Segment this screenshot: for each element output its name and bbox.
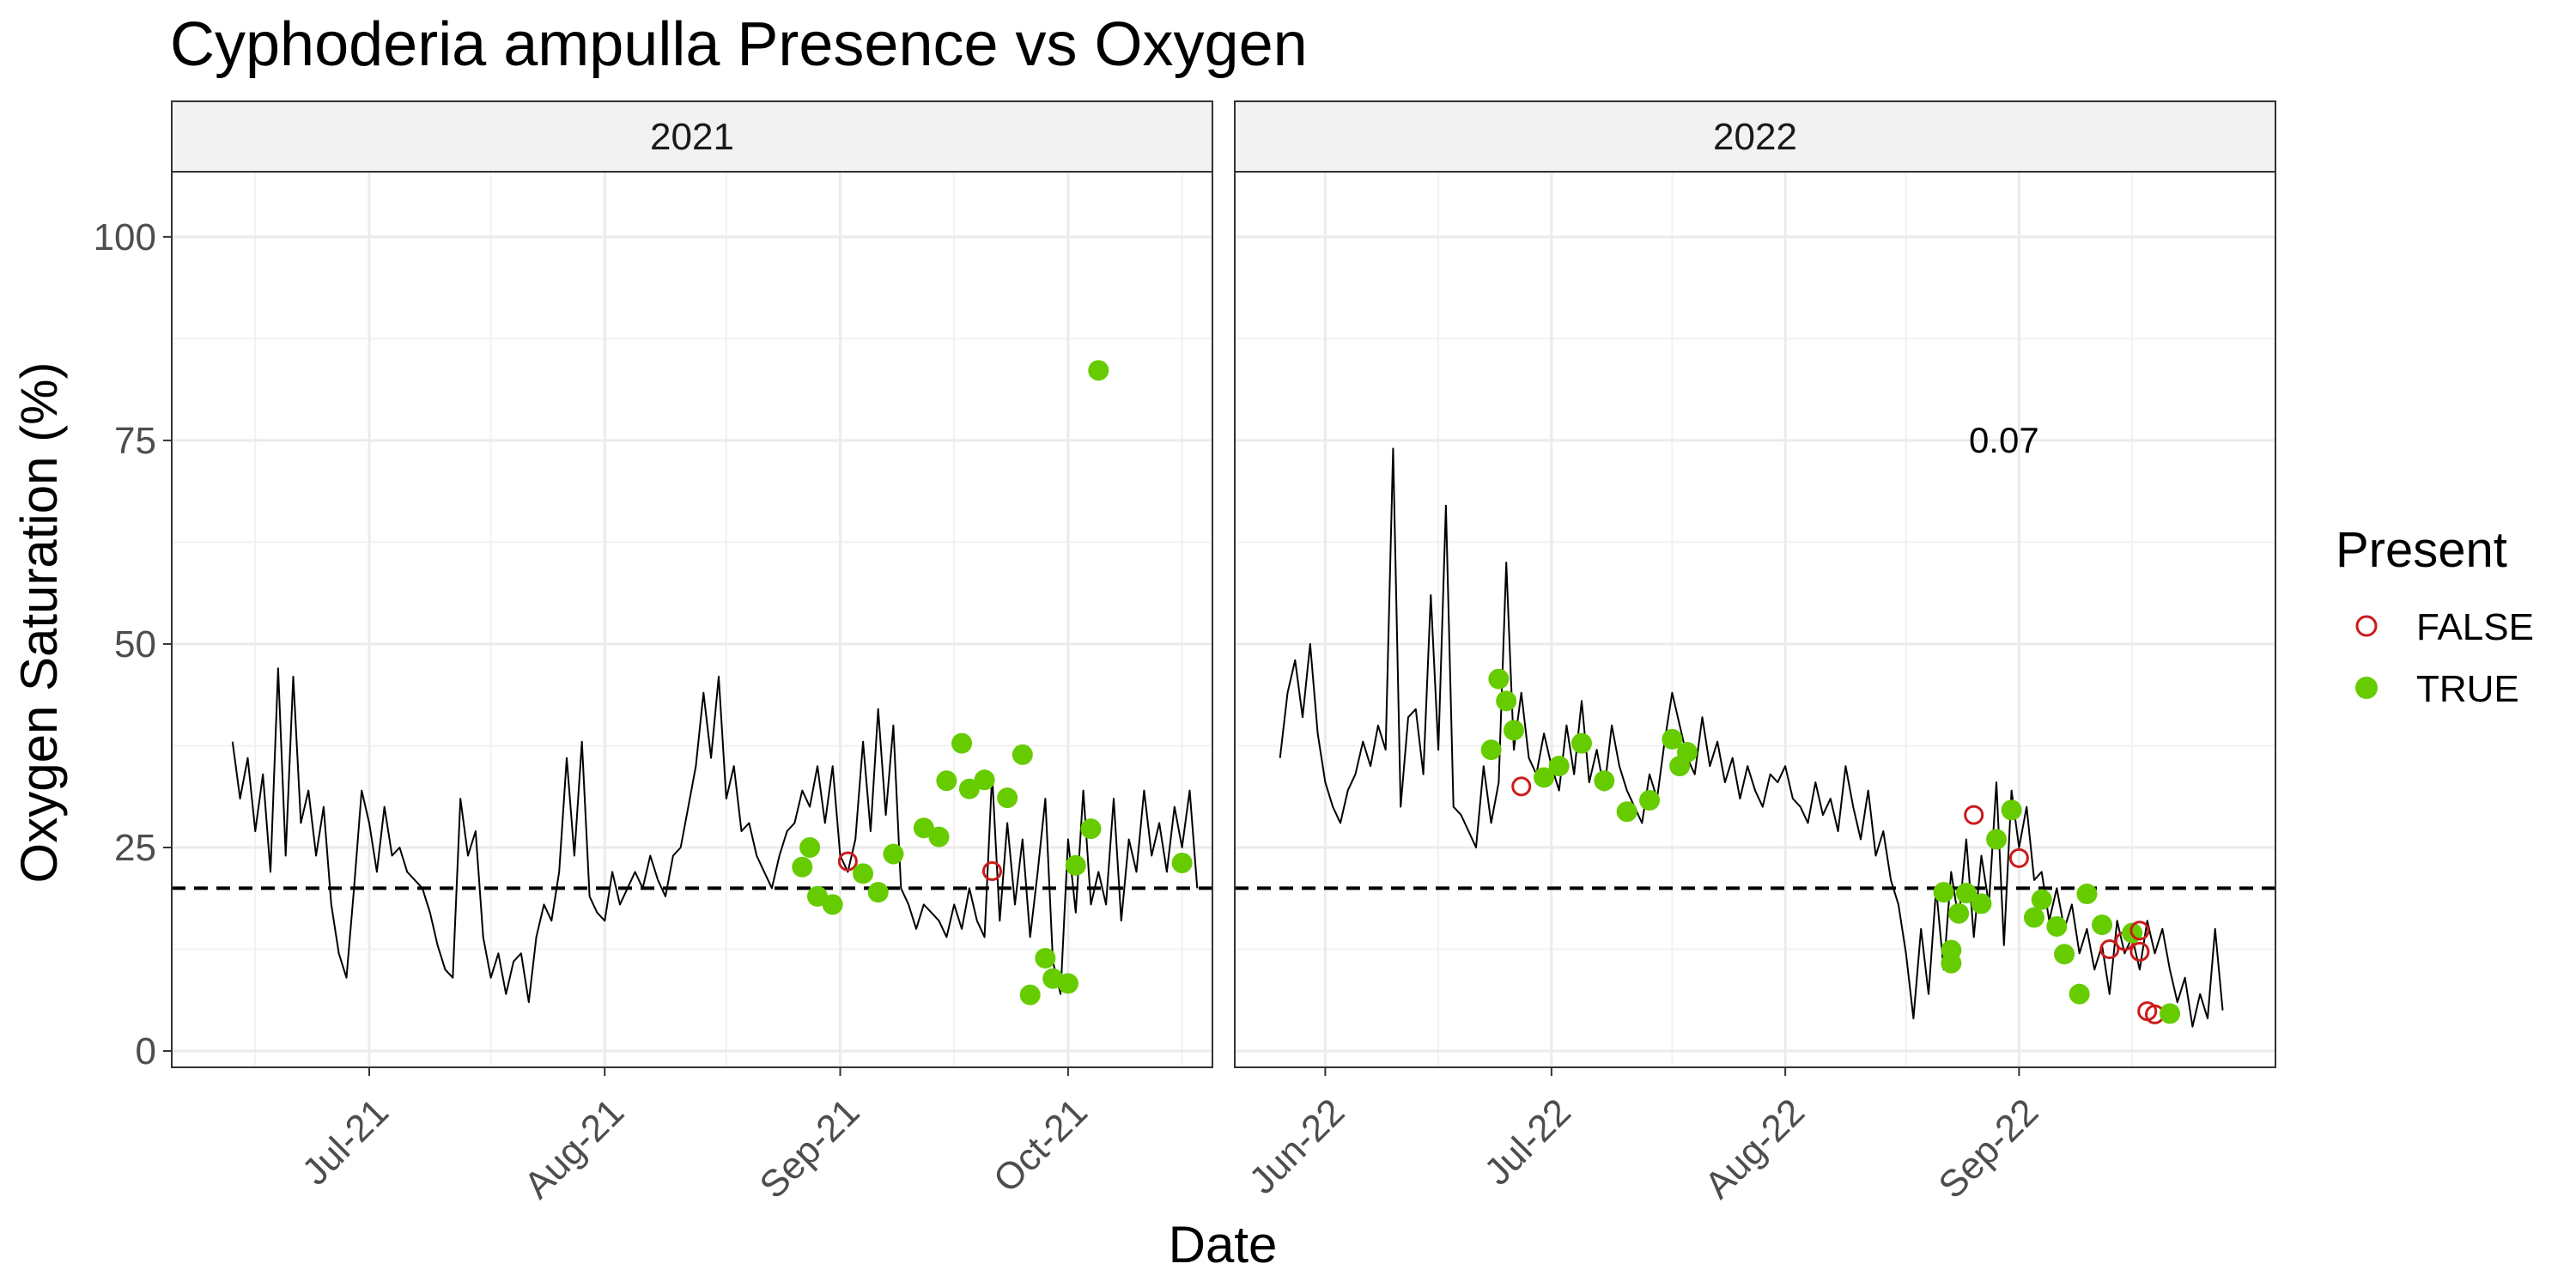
presence-point-false	[1511, 776, 1532, 797]
chart-title: Cyphoderia ampulla Presence vs Oxygen	[170, 10, 1308, 79]
presence-point-true	[1971, 893, 1992, 914]
presence-point-true	[1019, 984, 1041, 1005]
presence-point-false	[981, 860, 1002, 881]
x-tick-label: Jun-22	[1242, 1091, 1353, 1202]
presence-point-false	[2008, 848, 2029, 868]
presence-point-true	[867, 882, 889, 903]
x-tick-label: Jul-21	[295, 1091, 397, 1193]
panel-background	[172, 172, 1212, 1067]
x-tick-label: Oct-21	[986, 1091, 1096, 1200]
presence-point-false	[2129, 941, 2150, 962]
presence-point-true	[883, 843, 904, 865]
presence-point-true	[2092, 914, 2112, 936]
x-tick-label: Jul-22	[1476, 1091, 1578, 1193]
presence-point-true	[2023, 907, 2044, 928]
presence-point-true	[1065, 854, 1086, 876]
y-axis-title: Oxygen Saturation (%)	[10, 362, 68, 884]
legend-false-marker	[2355, 615, 2378, 637]
presence-point-true	[2160, 1003, 2181, 1024]
presence-point-true	[1986, 829, 2008, 850]
presence-point-true	[2054, 944, 2075, 965]
presence-point-true	[1035, 947, 1056, 969]
x-tick-label: Sep-21	[751, 1091, 867, 1206]
x-tick-label: Sep-22	[1930, 1091, 2046, 1206]
y-tick-label: 25	[114, 827, 156, 869]
presence-point-true	[1503, 720, 1524, 741]
presence-point-true	[928, 826, 950, 848]
presence-point-true	[1941, 952, 1962, 974]
presence-point-true	[1012, 744, 1033, 765]
y-tick-label: 75	[114, 420, 156, 462]
legend-false-label: FALSE	[2416, 606, 2534, 648]
presence-point-true	[2076, 884, 2098, 905]
presence-point-true	[1171, 853, 1193, 874]
x-tick-label: Aug-21	[516, 1091, 632, 1206]
presence-point-true	[1616, 801, 1637, 823]
presence-point-false	[1964, 805, 1984, 825]
presence-point-true	[913, 817, 934, 839]
presence-point-true	[822, 894, 843, 915]
legend: Present FALSE TRUE	[2336, 522, 2534, 710]
presence-point-true	[1639, 789, 1661, 811]
oxygen-line-2021	[231, 667, 1199, 1004]
presence-point-true	[936, 770, 957, 792]
presence-point-true	[806, 885, 828, 907]
x-axis-title: Date	[1169, 1216, 1278, 1273]
presence-point-true	[1496, 690, 1517, 712]
presence-point-true	[1676, 742, 1698, 763]
presence-point-true	[1594, 770, 1615, 792]
legend-true-marker	[2355, 677, 2378, 699]
y-tick-label: 0	[136, 1030, 156, 1072]
panel-2022: 0.07 2022 Jun-22 Jul-22 Aug-22 Sep-22	[1234, 100, 2276, 1206]
legend-title: Present	[2336, 522, 2507, 578]
presence-point-true	[958, 778, 980, 799]
presence-point-true	[951, 732, 973, 754]
presence-point-true	[2069, 983, 2090, 1005]
strip-label-2021: 2021	[650, 116, 734, 158]
presence-point-true	[799, 836, 821, 858]
presence-point-true	[1480, 739, 1502, 761]
presence-point-false	[837, 851, 858, 872]
x-tick-label: Aug-22	[1697, 1091, 1813, 1206]
legend-true-label: TRUE	[2416, 668, 2519, 710]
presence-point-true	[1088, 360, 1109, 381]
presence-point-true	[1080, 818, 1102, 840]
y-tick-label: 50	[114, 623, 156, 665]
presence-point-true	[1488, 668, 1510, 690]
presence-point-true	[2031, 889, 2052, 910]
panel-2021: 2021 Jul-21 Aug-21 Sep-21 Oct-21 0 25 50 75 100	[94, 100, 1213, 1206]
presence-point-true	[1534, 767, 1555, 788]
presence-point-true	[2046, 915, 2068, 937]
presence-point-false	[2129, 920, 2150, 941]
y-tick-label: 100	[94, 216, 156, 258]
presence-point-false	[2099, 939, 2120, 960]
presence-point-true	[1548, 756, 1570, 777]
presence-point-true	[853, 863, 874, 884]
presence-point-true	[1948, 902, 1970, 924]
chart-panels: 2021 Jul-21 Aug-21 Sep-21 Oct-21 0 25 50 75 100 0.…	[94, 100, 2276, 1206]
panel-annotation: 0.07	[1969, 420, 2039, 460]
presence-point-true	[1933, 882, 1954, 903]
strip-label-2022: 2022	[1713, 116, 1797, 158]
strip-2021	[171, 100, 1213, 173]
presence-point-true	[1955, 883, 1977, 904]
presence-point-true	[2001, 799, 2022, 821]
strip-2022	[1234, 100, 2276, 173]
presence-point-true	[997, 787, 1018, 809]
presence-point-true	[974, 769, 995, 791]
presence-point-true	[1571, 732, 1592, 754]
presence-point-true	[1662, 728, 1683, 750]
presence-point-true	[792, 856, 813, 878]
presence-point-true	[1057, 973, 1078, 994]
